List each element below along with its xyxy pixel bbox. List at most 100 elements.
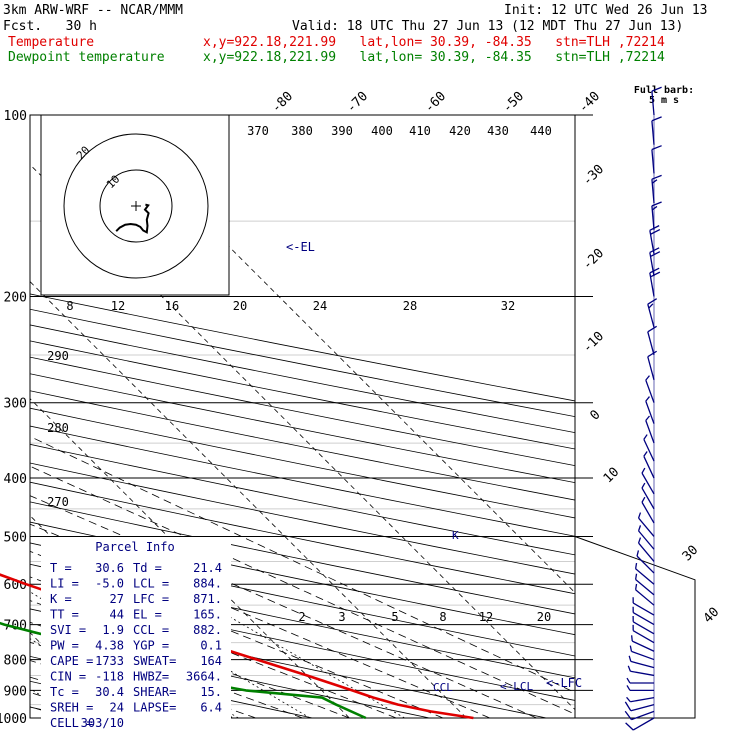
parcel-info-label: SWEAT= (133, 654, 176, 668)
theta-label: 270 (47, 495, 69, 509)
pressure-label: 100 (4, 109, 27, 124)
dry-adiabat-line (30, 501, 575, 615)
parcel-info-label: CELL = (50, 716, 93, 730)
wind-barb (626, 677, 654, 684)
dry-adiabat-line (30, 585, 575, 701)
wind-barb-staff (632, 612, 655, 626)
wind-barb (647, 350, 658, 381)
parcel-info-value: 303/10 (81, 716, 124, 730)
wind-barb-staff (647, 356, 655, 381)
wind-barb-staff (632, 630, 655, 644)
parcel-info-value: 15. (200, 685, 222, 699)
mixing-ratio-label: 20 (537, 610, 551, 624)
parcel-info-label: LI = (50, 577, 79, 591)
model-title: 3km ARW-WRF -- NCAR/MMM (3, 3, 184, 18)
parcel-info-label: LFC = (133, 592, 169, 606)
wind-barb (641, 496, 655, 524)
wind-barb-flag (651, 179, 658, 184)
wind-barb-flag (651, 205, 658, 211)
parcel-info-value: 30.6 (95, 561, 124, 575)
wind-barb (632, 615, 655, 635)
wind-barb (651, 201, 662, 230)
wind-barb-staff (645, 420, 655, 444)
dry-adiabat-line (30, 308, 575, 418)
parcel-info-box (41, 537, 231, 724)
wind-barb (632, 606, 655, 626)
wind-scale-label: 32 (501, 299, 515, 313)
mixing-ratio-line (173, 583, 405, 718)
wind-barb-flag (645, 396, 650, 402)
theta-e-label: 420 (449, 124, 471, 138)
wind-barb (643, 451, 655, 479)
plot-frame (29, 114, 576, 719)
wind-barb-staff (630, 703, 655, 712)
parcel-info-label: HWBZ= (133, 670, 169, 684)
mixing-ratio-line (84, 583, 311, 718)
isotherm-label: -20 (580, 246, 607, 273)
parcel-info-label: CCL = (133, 623, 169, 637)
wind-barb-flag (650, 271, 661, 278)
theta-e-label: 400 (371, 124, 393, 138)
wind-barb-flag (634, 583, 638, 590)
hodograph-box (40, 114, 230, 296)
init-time: Init: 12 UTC Wed 26 Jun 13 (504, 3, 708, 18)
wind-barb (636, 550, 655, 574)
wind-barb (641, 482, 655, 510)
wind-barb-flag (624, 701, 632, 712)
wind-barb-flag (637, 537, 642, 544)
wind-barb-staff (630, 660, 655, 669)
wind-scale-label: 28 (403, 299, 417, 313)
wind-scale-label: 16 (165, 299, 179, 313)
temperature-legend-label: Temperature (8, 35, 95, 50)
wind-scale-label: 20 (233, 299, 247, 313)
wind-barb (649, 267, 661, 297)
wind-barb-flag (636, 550, 640, 557)
wind-barb-staff (631, 650, 655, 661)
theta-e-label: 430 (487, 124, 509, 138)
wind-barb-staff (651, 149, 655, 174)
parcel-info-value: 27 (110, 592, 124, 606)
wind-barb-flag (626, 685, 631, 691)
wind-barb-flag (645, 415, 650, 421)
wind-barb-staff (641, 501, 655, 524)
mixing-ratio-label: 12 (479, 610, 493, 624)
parcel-info-label: SVI = (50, 623, 86, 637)
wind-barb-flag (634, 562, 638, 569)
wind-barb-flag (629, 645, 633, 652)
wind-barb-staff (636, 555, 655, 574)
wind-barb-staff (635, 589, 655, 606)
wind-barb-flag (651, 145, 662, 151)
isotherm-label: -40 (576, 89, 603, 116)
wind-barb-flag (651, 116, 662, 122)
wind-barb (624, 701, 655, 712)
wind-barb-staff (630, 696, 655, 703)
parcel-info-title: Parcel Info (95, 540, 174, 554)
wind-barb (651, 145, 662, 174)
parcel-info-value: 24 (110, 701, 124, 715)
isotherm-line (30, 164, 575, 711)
isotherm-label: -10 (580, 329, 607, 356)
wind-barb-flag (624, 710, 632, 720)
dry-adiabat-line (30, 324, 575, 434)
isotherm-label: -50 (500, 89, 527, 116)
theta-label: 290 (47, 349, 69, 363)
barb-legend-units: 5 m s (649, 95, 679, 106)
theta-e-label: 370 (247, 124, 269, 138)
theta-e-label: 390 (331, 124, 353, 138)
wind-barb-staff (643, 439, 655, 462)
parcel-info-value: -118 (95, 670, 124, 684)
wind-barb-flag (626, 677, 631, 684)
mixing-ratio-label: 8 (439, 610, 446, 624)
pressure-label: 400 (4, 472, 27, 487)
wind-barb (626, 696, 655, 703)
parcel-info-value: 164 (200, 654, 222, 668)
hodograph-ring-20 (63, 133, 209, 279)
wind-barb-staff (649, 272, 655, 297)
wind-barb-flag (647, 350, 658, 358)
wind-barb-staff (635, 578, 655, 596)
wind-barb-flag (648, 303, 654, 309)
dry-adiabat-line (30, 481, 575, 595)
parcel-info-value: 44 (110, 608, 124, 622)
wind-barb-flag (647, 325, 658, 333)
wind-barb (647, 298, 658, 328)
